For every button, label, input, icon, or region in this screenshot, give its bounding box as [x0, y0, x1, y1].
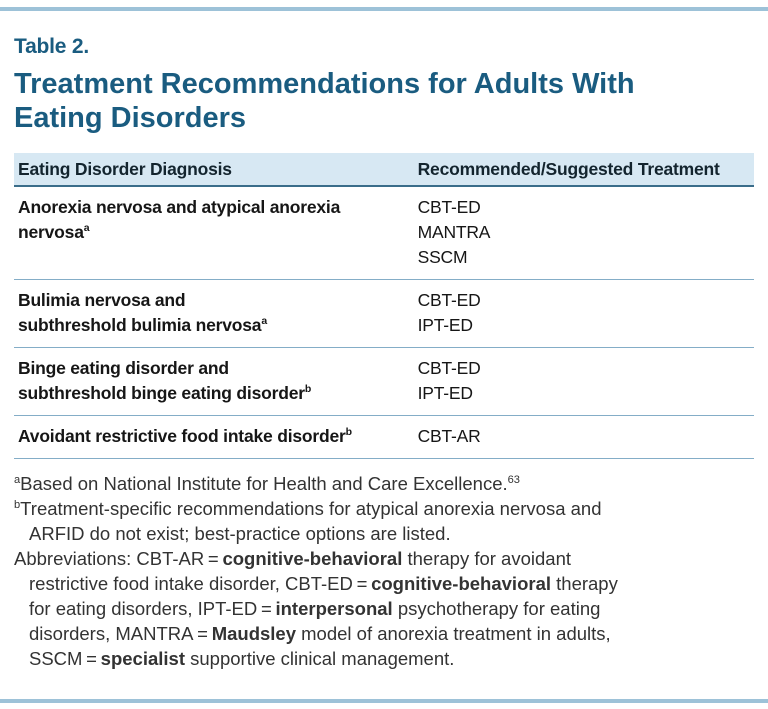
table-row: Bulimia nervosa and subthreshold bulimia … — [14, 279, 754, 348]
text-segment: ARFID do not exist; best-practice option… — [29, 523, 451, 544]
superscript: b — [14, 498, 21, 511]
top-rule — [0, 7, 768, 11]
footnote-line: disorders, MANTRA = Maudsley model of an… — [14, 621, 754, 646]
diagnosis-cell: Binge eating disorder and subthreshold bi… — [14, 347, 414, 416]
footnote-line: for eating disorders, IPT-ED = interpers… — [14, 596, 754, 621]
footnote-marker: b — [304, 383, 312, 396]
text-segment: Maudsley — [211, 623, 296, 644]
text-segment: for eating disorders, IPT-ED = — [29, 598, 276, 619]
treatments-cell: CBT-ED MANTRA SSCM — [413, 186, 754, 280]
col-header-diagnosis: Eating Disorder Diagnosis — [14, 153, 414, 187]
superscript: a — [14, 473, 21, 486]
text-segment: Based on National Institute for Health a… — [20, 473, 508, 494]
col-header-treatment: Recommended/Suggested Treatment — [413, 153, 754, 187]
table-label: Table 2. — [14, 35, 90, 58]
footnote-line: ARFID do not exist; best-practice option… — [14, 521, 754, 546]
footnote: aBased on National Institute for Health … — [14, 471, 754, 496]
text-segment: model of anorexia treatment in adults, — [296, 623, 611, 644]
footnote-line: aBased on National Institute for Health … — [14, 471, 754, 496]
footnote-line: Abbreviations: CBT-AR = cognitive-behavi… — [14, 546, 754, 571]
treatments-cell: CBT-AR — [413, 415, 754, 459]
text-segment: disorders, MANTRA = — [29, 623, 212, 644]
text-segment: Treatment-specific recommendations for a… — [20, 498, 602, 519]
text-segment: specialist — [100, 648, 185, 669]
superscript: 63 — [507, 473, 520, 486]
table-row: Binge eating disorder and subthreshold bi… — [14, 347, 754, 416]
bottom-rule — [0, 699, 768, 703]
diagnosis-cell: Avoidant restrictive food intake disorde… — [14, 415, 414, 459]
text-segment: therapy — [551, 573, 618, 594]
footnotes: aBased on National Institute for Health … — [14, 471, 754, 671]
text-segment: therapy for avoidant — [402, 548, 572, 569]
text-segment: SSCM = — [29, 648, 101, 669]
text-segment: Abbreviations: CBT-AR = — [14, 548, 223, 569]
treatments-cell: CBT-ED IPT-ED — [413, 347, 754, 416]
table-row: Avoidant restrictive food intake disorde… — [14, 415, 754, 459]
table-body: Anorexia nervosa and atypical anorexia ne… — [14, 186, 754, 459]
footnote-line: SSCM = specialist supportive clinical ma… — [14, 646, 754, 671]
text-segment: interpersonal — [275, 598, 393, 619]
table-figure: Table 2. Treatment Recommendations for A… — [0, 11, 768, 671]
footnote: bTreatment-specific recommendations for … — [14, 496, 754, 546]
text-segment: cognitive-behavioral — [371, 573, 551, 594]
text-segment: supportive clinical management. — [185, 648, 455, 669]
text-segment: restrictive food intake disorder, CBT-ED… — [29, 573, 372, 594]
footnote-marker: b — [345, 426, 352, 439]
text-segment: psychotherapy for eating — [392, 598, 601, 619]
footnote: Abbreviations: CBT-AR = cognitive-behavi… — [14, 546, 754, 671]
footnote-line: bTreatment-specific recommendations for … — [14, 496, 754, 521]
table-header-row: Eating Disorder Diagnosis Recommended/Su… — [14, 153, 754, 187]
table-row: Anorexia nervosa and atypical anorexia ne… — [14, 186, 754, 280]
footnote-line: restrictive food intake disorder, CBT-ED… — [14, 571, 754, 596]
table-title-line-2: Eating Disorders — [14, 102, 247, 134]
footnote-marker: a — [261, 315, 267, 328]
diagnosis-cell: Bulimia nervosa and subthreshold bulimia … — [14, 279, 414, 348]
table-title: Treatment Recommendations for Adults Wit… — [14, 67, 754, 135]
treatment-table: Eating Disorder Diagnosis Recommended/Su… — [14, 153, 754, 459]
footnote-marker: a — [83, 222, 90, 235]
table-title-line-1: Treatment Recommendations for Adults Wit… — [14, 68, 635, 100]
text-segment: cognitive-behavioral — [222, 548, 403, 569]
treatments-cell: CBT-ED IPT-ED — [413, 279, 754, 348]
diagnosis-cell: Anorexia nervosa and atypical anorexia ne… — [14, 186, 414, 280]
